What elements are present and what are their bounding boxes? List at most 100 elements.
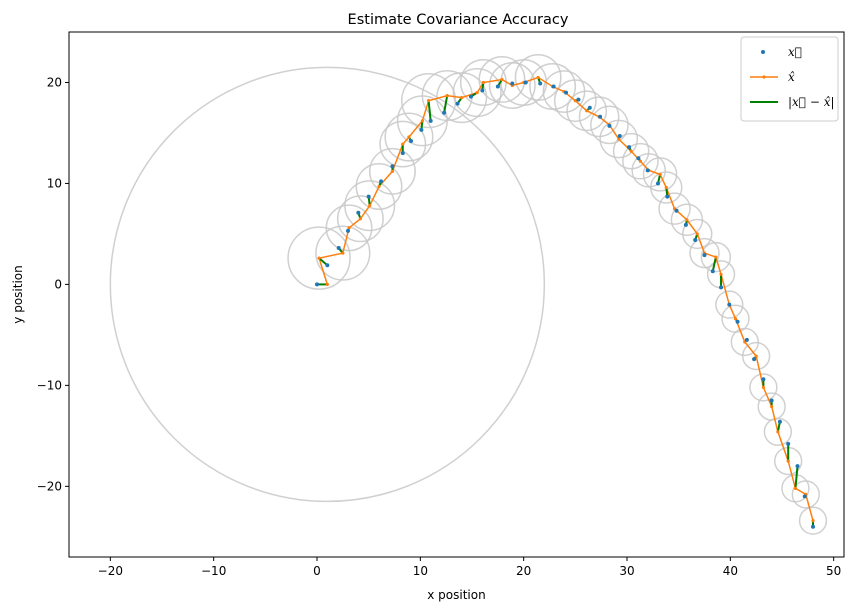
covariance-circle	[336, 195, 384, 243]
truth-point	[719, 285, 724, 290]
truth-point	[786, 441, 791, 446]
estimate-point	[390, 169, 395, 173]
y-tick-label: 0	[54, 277, 62, 291]
covariance-circle	[436, 72, 488, 124]
covariance-circle	[622, 142, 659, 180]
covariance-circle	[566, 90, 608, 132]
y-tick-label: −20	[37, 479, 62, 493]
estimate-point	[573, 99, 577, 103]
truth-point	[777, 419, 782, 424]
truth-point	[627, 145, 632, 150]
covariance-circle	[612, 132, 650, 170]
truth-point	[480, 88, 485, 93]
error-segment	[427, 100, 432, 121]
truth-point	[366, 194, 371, 199]
covariance-circle	[791, 480, 820, 509]
truth-point	[683, 222, 688, 227]
truth-point	[428, 118, 433, 123]
covariance-circle	[287, 226, 351, 290]
estimate-point	[776, 430, 780, 434]
truth-point	[576, 97, 581, 102]
legend-label-truth: x⃗	[788, 45, 802, 59]
truth-point	[400, 151, 405, 156]
legend-marker-estimate	[762, 75, 766, 79]
covariance-circle	[763, 417, 793, 446]
estimate-point	[500, 77, 504, 82]
estimate-point	[685, 218, 689, 222]
covariance-circle	[368, 147, 416, 195]
error-segment	[443, 95, 449, 113]
truth-point	[564, 90, 569, 95]
covariance-circle	[514, 53, 562, 101]
truth-point	[761, 377, 766, 382]
truth-point	[379, 179, 384, 184]
truth-point	[674, 208, 679, 213]
covariance-circle	[781, 474, 810, 503]
covariance-circle	[325, 204, 373, 252]
plot-area	[109, 53, 828, 535]
legend: x⃗ x̂ |x⃗ − x̂|	[740, 36, 839, 122]
x-tick-label: −10	[201, 564, 226, 578]
axes-frame	[68, 31, 845, 558]
covariance-circle	[682, 218, 713, 250]
estimate-point	[368, 204, 372, 208]
covariance-circle	[379, 120, 427, 168]
y-tick-label: 10	[47, 176, 62, 190]
truth-point	[523, 80, 528, 85]
truth-point	[656, 181, 660, 186]
covariance-circle	[355, 162, 403, 210]
error-segment	[794, 466, 799, 489]
covariance-circle	[578, 96, 620, 138]
truth-point	[645, 168, 650, 173]
x-tick-label: 50	[826, 564, 841, 578]
covariance-circle	[642, 157, 678, 192]
truth-point	[617, 133, 622, 138]
truth-point	[538, 81, 543, 86]
truth-point	[419, 127, 424, 132]
estimate-point	[481, 80, 485, 85]
x-tick-label: 30	[619, 564, 634, 578]
truth-point	[735, 319, 740, 324]
estimate-point	[585, 109, 589, 113]
covariance-circle	[599, 119, 639, 159]
estimate-point	[714, 255, 718, 259]
estimate-point	[475, 90, 479, 95]
legend-box	[740, 36, 839, 122]
covariance-circle	[344, 180, 396, 232]
truth-point	[769, 398, 774, 403]
covariance-circle	[798, 506, 828, 535]
estimate-point	[347, 226, 351, 230]
estimate-point	[445, 94, 449, 98]
truth-point	[598, 114, 603, 119]
truth-point	[315, 282, 319, 287]
estimate-point	[733, 317, 738, 321]
truth-point	[693, 237, 698, 242]
covariance-circle	[749, 373, 778, 402]
estimate-point	[617, 137, 621, 141]
x-axis-label: x position	[427, 588, 485, 602]
covariance-circle	[730, 327, 759, 357]
estimate-point	[401, 142, 405, 146]
truth-point	[636, 156, 641, 161]
truth-point	[702, 253, 707, 258]
chart-title: Estimate Covariance Accuracy	[348, 12, 569, 28]
covariance-circle	[384, 112, 434, 162]
estimate-point	[754, 354, 758, 358]
estimate-point	[377, 184, 381, 189]
truth-point	[744, 337, 749, 342]
truth-point	[390, 164, 395, 169]
y-tick-label: 20	[47, 75, 62, 89]
estimate-point	[629, 149, 633, 153]
estimate-point	[811, 519, 815, 523]
y-axis-label: y position	[11, 265, 25, 323]
error-segment	[711, 256, 717, 272]
plot-content	[109, 53, 828, 535]
truth-point	[468, 94, 473, 99]
estimate-point	[793, 486, 798, 490]
axis-ticks: −20 −10 0 10 20 30 40 50 −20 −10 0 10 20	[37, 75, 842, 578]
covariance-circle	[689, 237, 720, 269]
covariance-circle	[478, 55, 526, 103]
truth-point	[495, 84, 500, 89]
estimate-point	[460, 96, 464, 100]
